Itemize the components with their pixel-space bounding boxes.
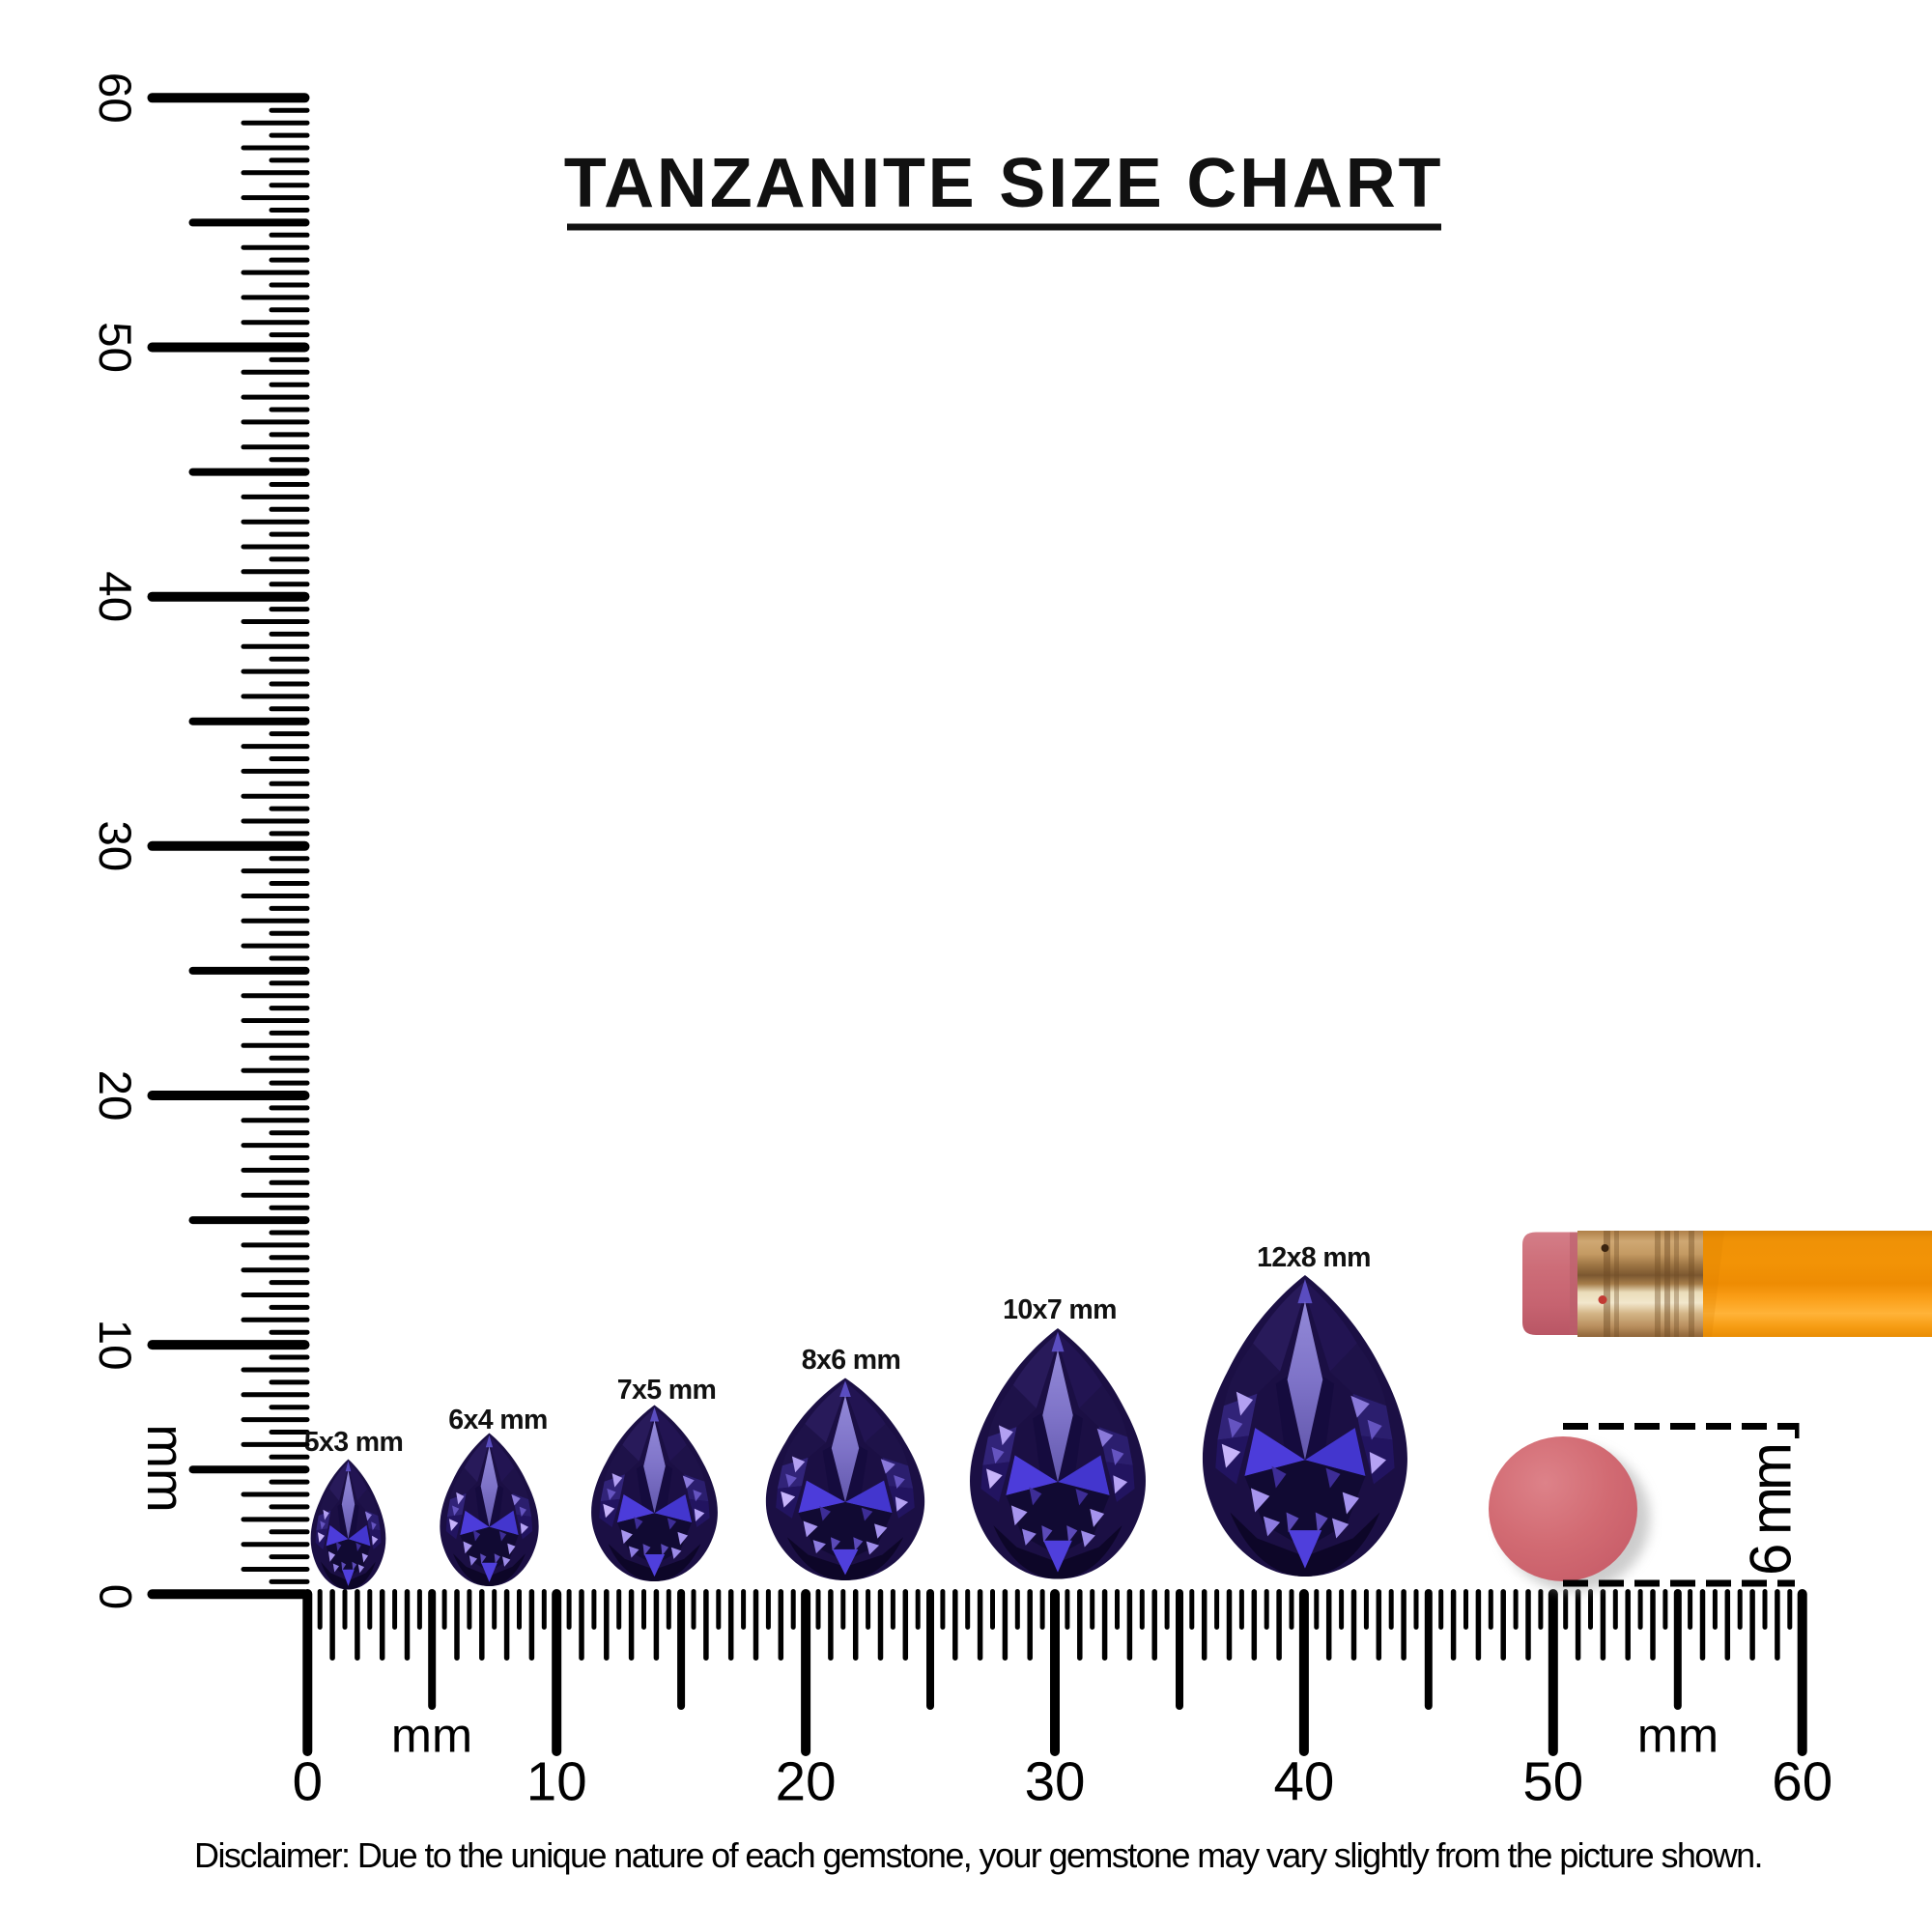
svg-text:12x8 mm: 12x8 mm <box>1257 1242 1371 1273</box>
svg-text:6x4 mm: 6x4 mm <box>448 1405 548 1435</box>
svg-text:20: 20 <box>89 1070 140 1122</box>
svg-text:mm: mm <box>136 1424 196 1513</box>
svg-text:60: 60 <box>1772 1751 1833 1812</box>
svg-text:10: 10 <box>526 1751 587 1812</box>
svg-text:30: 30 <box>89 820 140 871</box>
svg-text:6 mm: 6 mm <box>1739 1445 1804 1576</box>
svg-text:20: 20 <box>776 1751 837 1812</box>
svg-text:TANZANITE SIZE CHART: TANZANITE SIZE CHART <box>564 145 1444 222</box>
svg-text:40: 40 <box>89 571 140 622</box>
svg-text:Disclaimer: Due to the unique: Disclaimer: Due to the unique nature of … <box>194 1835 1762 1875</box>
svg-text:8x6 mm: 8x6 mm <box>802 1345 901 1376</box>
svg-text:40: 40 <box>1273 1751 1334 1812</box>
svg-text:60: 60 <box>89 72 140 124</box>
svg-text:10: 10 <box>89 1320 140 1371</box>
svg-text:0: 0 <box>90 1584 141 1609</box>
svg-text:50: 50 <box>1522 1751 1583 1812</box>
svg-text:30: 30 <box>1025 1751 1086 1812</box>
svg-text:7x5 mm: 7x5 mm <box>617 1375 717 1406</box>
svg-text:50: 50 <box>89 322 140 373</box>
svg-text:10x7 mm: 10x7 mm <box>1003 1294 1117 1325</box>
svg-text:0: 0 <box>293 1751 323 1812</box>
svg-text:mm: mm <box>391 1708 472 1763</box>
svg-text:5x3 mm: 5x3 mm <box>304 1427 404 1458</box>
svg-text:mm: mm <box>1637 1708 1719 1763</box>
